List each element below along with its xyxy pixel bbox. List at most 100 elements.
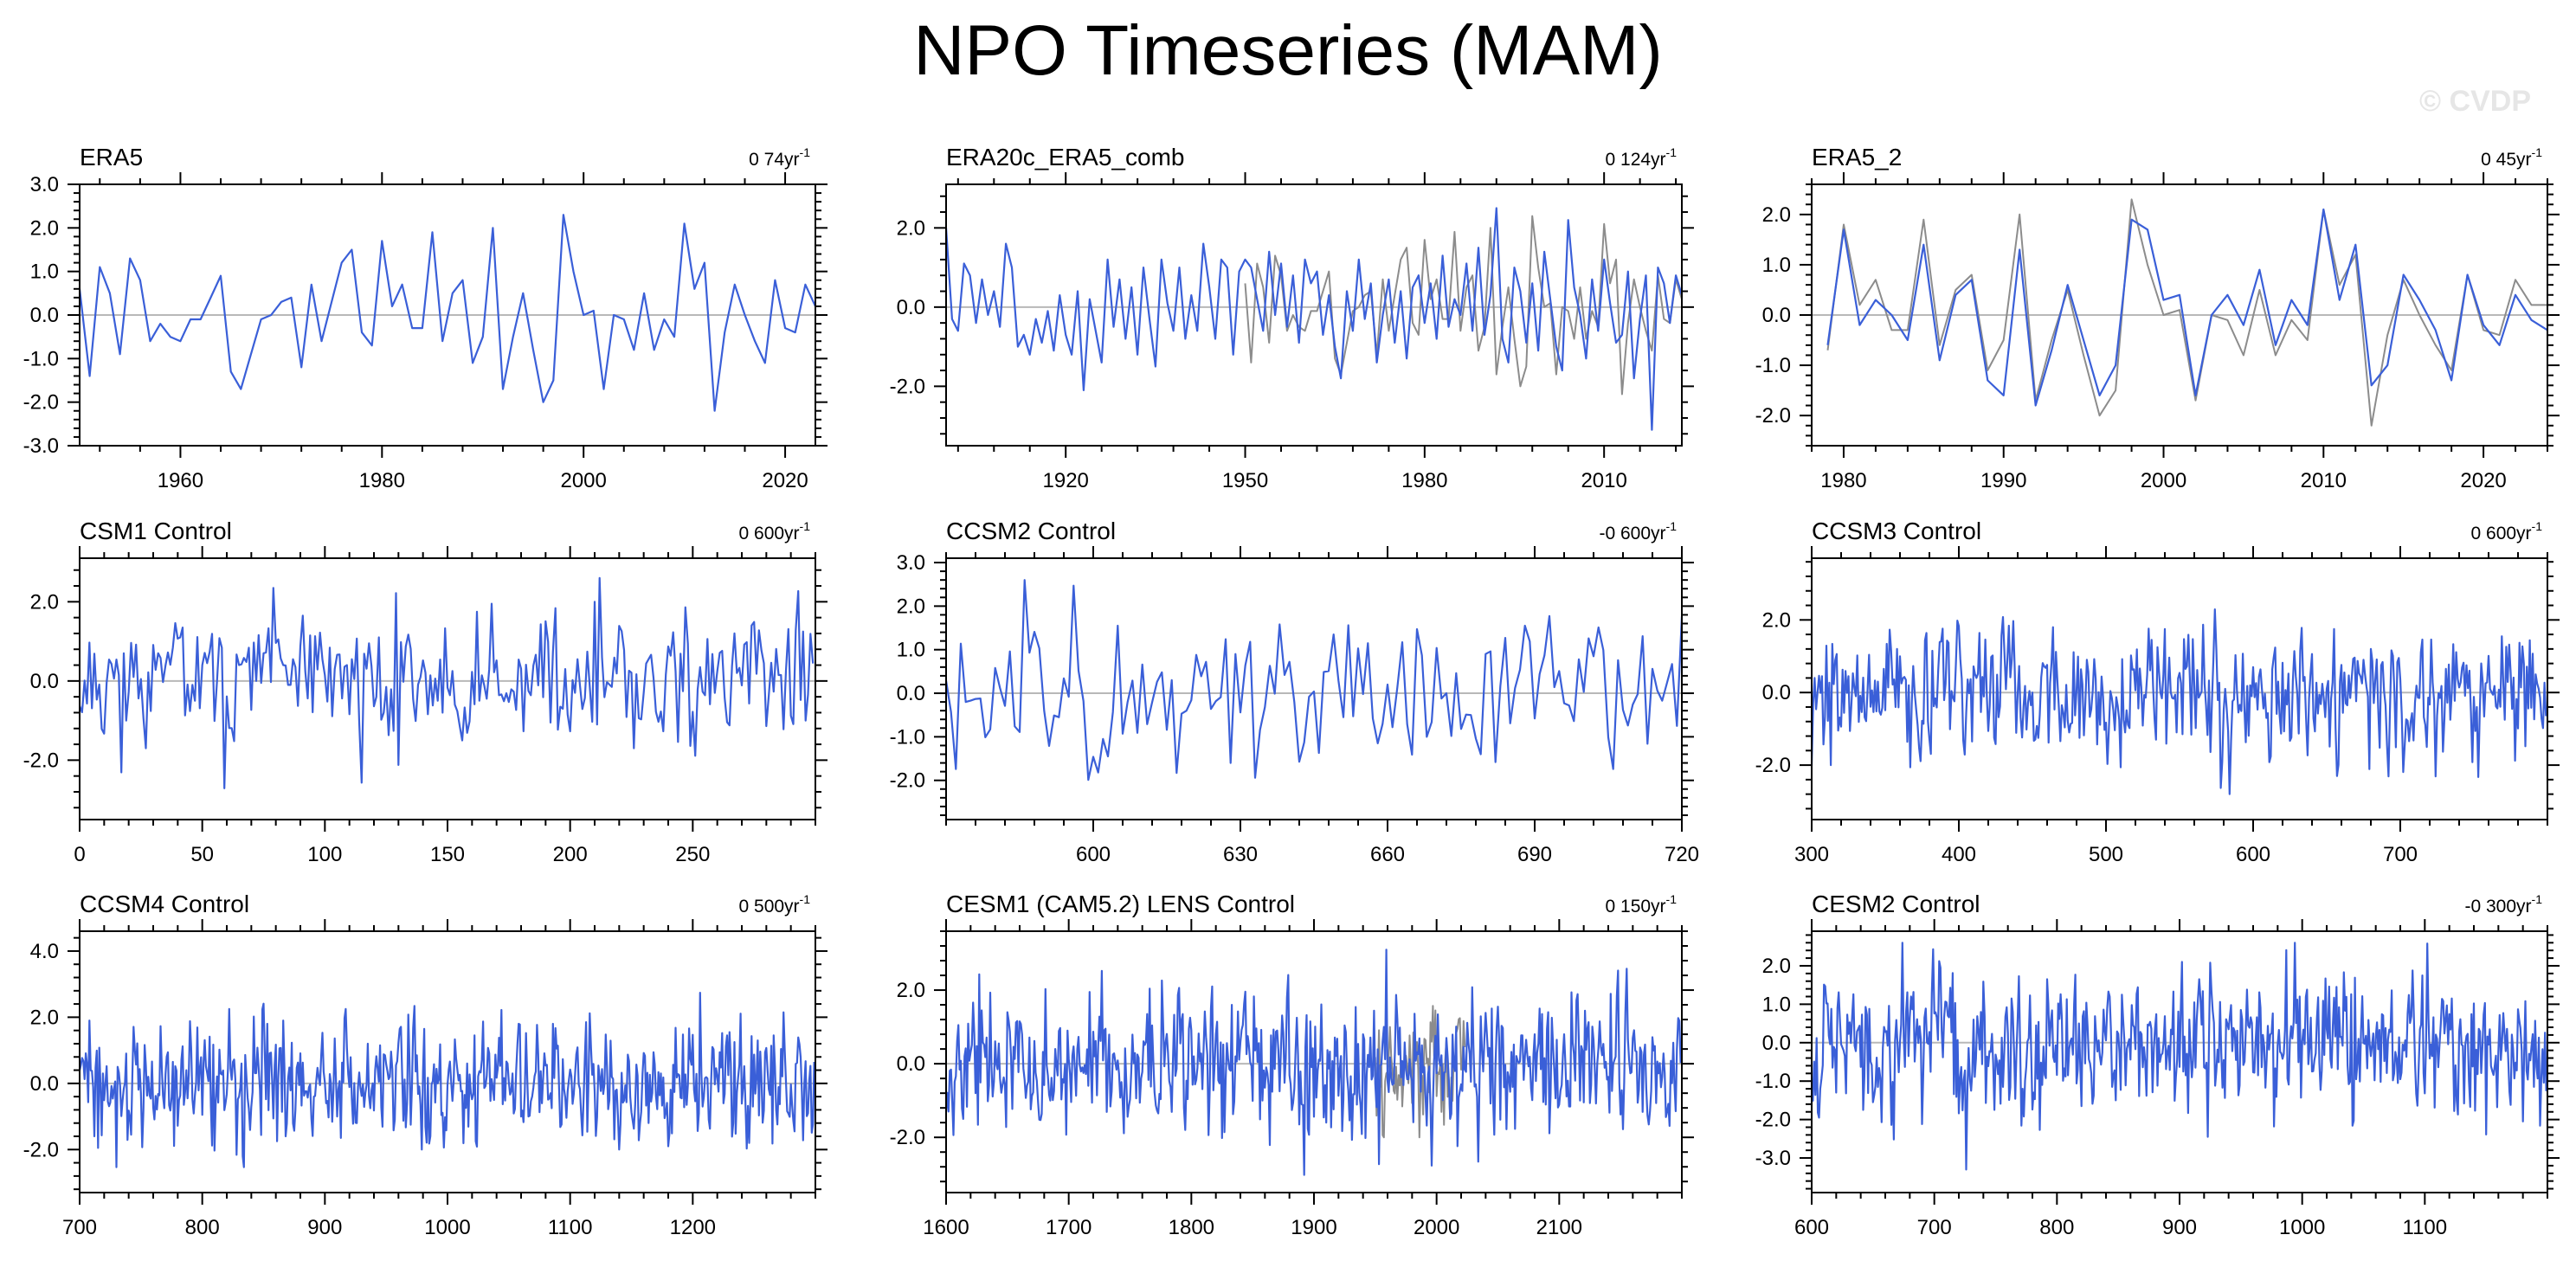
y-tick-label: 2.0 <box>30 1006 59 1029</box>
trend-exponent: -1 <box>2532 145 2543 159</box>
panel-ccsm2-control: 600 630 660 690 720 -2.0 -1.0 0.0 1.0 2.0 3.0 CCSM2… <box>890 518 1699 866</box>
x-tick-label: 0 <box>74 843 85 866</box>
trend-exponent: -1 <box>800 519 811 533</box>
y-tick-label: 0.0 <box>897 1052 925 1076</box>
trend-value: 0 600yr <box>2471 524 2532 543</box>
trend-value: 0 74yr <box>749 150 799 170</box>
plot-frame <box>1811 557 2548 820</box>
y-tick-label: -2.0 <box>890 375 925 398</box>
x-tick-label: 1800 <box>1169 1216 1214 1239</box>
x-tick-label: 1000 <box>2279 1216 2325 1239</box>
panel-title: ERA5_2 <box>1812 144 1902 170</box>
panel-ccsm3-control: 300 400 500 600 700 -2.0 0.0 2.0 CCSM3 Control 0 … <box>1755 518 2560 866</box>
x-tick-label: 1990 <box>1980 469 2026 492</box>
plot-frame <box>945 183 1683 447</box>
x-tick-label: 2100 <box>1536 1216 1582 1239</box>
y-tick-label: 2.0 <box>1762 608 1791 632</box>
x-tick-label: 720 <box>1665 843 1699 866</box>
x-tick-label: 660 <box>1370 843 1405 866</box>
y-tick-label: 0.0 <box>30 1072 59 1096</box>
y-tick-label: 0.0 <box>897 682 925 705</box>
y-tick-label: 0.0 <box>1762 681 1791 704</box>
x-tick-label: 800 <box>2039 1216 2074 1239</box>
trend-value: -0 600yr <box>1600 524 1666 543</box>
y-tick-label: -2.0 <box>1755 1109 1791 1132</box>
trend-exponent: -1 <box>1666 145 1678 159</box>
y-tick-label: 0.0 <box>1762 1032 1791 1055</box>
trend-exponent: -1 <box>1666 892 1678 906</box>
cvdp-watermark: © CVDP <box>2419 85 2531 118</box>
y-tick-label: 2.0 <box>1762 955 1791 978</box>
y-tick-label: 1.0 <box>1762 254 1791 277</box>
figure-title: NPO Timeseries (MAM) <box>913 11 1663 90</box>
y-tick-label: 0.0 <box>30 670 59 693</box>
y-tick-label: 2.0 <box>897 216 925 240</box>
panel-title: ERA5 <box>80 144 143 170</box>
plot-frame <box>945 557 1683 820</box>
x-tick-label: 700 <box>2383 843 2418 866</box>
trend-value: 0 600yr <box>739 524 800 543</box>
x-tick-label: 500 <box>2089 843 2123 866</box>
x-tick-label: 100 <box>307 843 342 866</box>
trend-value: 0 500yr <box>739 897 800 916</box>
x-tick-label: 1980 <box>1820 469 1866 492</box>
x-tick-label: 1960 <box>158 469 203 492</box>
trend-label: 0 600yr-1 <box>739 519 811 543</box>
trend-exponent: -1 <box>2532 519 2543 533</box>
x-tick-label: 1900 <box>1291 1216 1336 1239</box>
panel-cesm2-control: 600 700 800 900 1000 1100 -3.0 -2.0 -1.0 0.0 1.0 2.… <box>1755 891 2560 1239</box>
x-tick-label: 1980 <box>1401 469 1447 492</box>
y-tick-label: 4.0 <box>30 940 59 963</box>
y-tick-label: 1.0 <box>30 260 59 284</box>
series-line-model <box>944 207 1684 431</box>
trend-value: 0 45yr <box>2481 150 2531 170</box>
panel-title: CESM2 Control <box>1812 891 1980 917</box>
x-tick-label: 1000 <box>424 1216 470 1239</box>
panel-era5: 1960 1980 2000 2020 -3.0 -2.0 -1.0 0.0 1.0 2.0 3.0… <box>23 144 828 492</box>
trend-label: 0 600yr-1 <box>2471 519 2543 543</box>
panel-title: CSM1 Control <box>80 518 232 544</box>
panel-title: CCSM4 Control <box>80 891 249 917</box>
trend-label: 0 150yr-1 <box>1606 892 1678 916</box>
y-tick-label: 2.0 <box>897 979 925 1002</box>
y-tick-label: 2.0 <box>30 590 59 614</box>
y-tick-label: -2.0 <box>1755 404 1791 428</box>
series-line-observation <box>1244 215 1683 396</box>
y-tick-label: -2.0 <box>23 391 59 415</box>
x-tick-label: 1100 <box>548 1216 593 1239</box>
trend-label: 0 74yr-1 <box>749 145 810 170</box>
x-tick-label: 1100 <box>2403 1216 2448 1239</box>
series-line-model <box>78 991 815 1168</box>
panel-ccsm4-control: 700 800 900 1000 1100 1200 -2.0 0.0 2.0 4.0 CCSM4 … <box>23 891 828 1239</box>
series-line-model <box>78 576 815 790</box>
panel-title: CCSM3 Control <box>1812 518 1981 544</box>
y-tick-label: 0.0 <box>1762 304 1791 327</box>
panel-csm1-control: 0 50 100 150 200 250 -2.0 0.0 2.0 CSM1 Control 0 6… <box>23 518 828 866</box>
trend-value: -0 300yr <box>2465 897 2532 916</box>
trend-value: 0 150yr <box>1606 897 1666 916</box>
trend-label: 0 45yr-1 <box>2481 145 2542 170</box>
x-tick-label: 600 <box>1794 1216 1829 1239</box>
y-tick-label: 2.0 <box>1762 203 1791 227</box>
trend-value: 0 124yr <box>1606 150 1666 170</box>
y-tick-label: 2.0 <box>30 216 59 240</box>
x-tick-label: 200 <box>553 843 588 866</box>
x-tick-label: 1600 <box>923 1216 969 1239</box>
x-tick-label: 900 <box>307 1216 342 1239</box>
x-tick-label: 1200 <box>670 1216 716 1239</box>
y-tick-label: -1.0 <box>1755 1070 1791 1093</box>
series-line-observation <box>1826 198 2547 427</box>
trend-label: -0 300yr-1 <box>2465 892 2543 916</box>
trend-exponent: -1 <box>2532 892 2543 906</box>
series-line-model <box>1826 208 2548 407</box>
panel-title: CESM1 (CAM5.2) LENS Control <box>946 891 1295 917</box>
x-tick-label: 1980 <box>359 469 405 492</box>
trend-exponent: -1 <box>800 145 811 159</box>
y-tick-label: -1.0 <box>1755 354 1791 377</box>
y-tick-label: -2.0 <box>890 769 925 793</box>
panel-title: ERA20c_ERA5_comb <box>946 144 1184 170</box>
y-tick-label: -2.0 <box>23 749 59 772</box>
trend-exponent: -1 <box>800 892 811 906</box>
y-tick-label: 3.0 <box>30 173 59 196</box>
